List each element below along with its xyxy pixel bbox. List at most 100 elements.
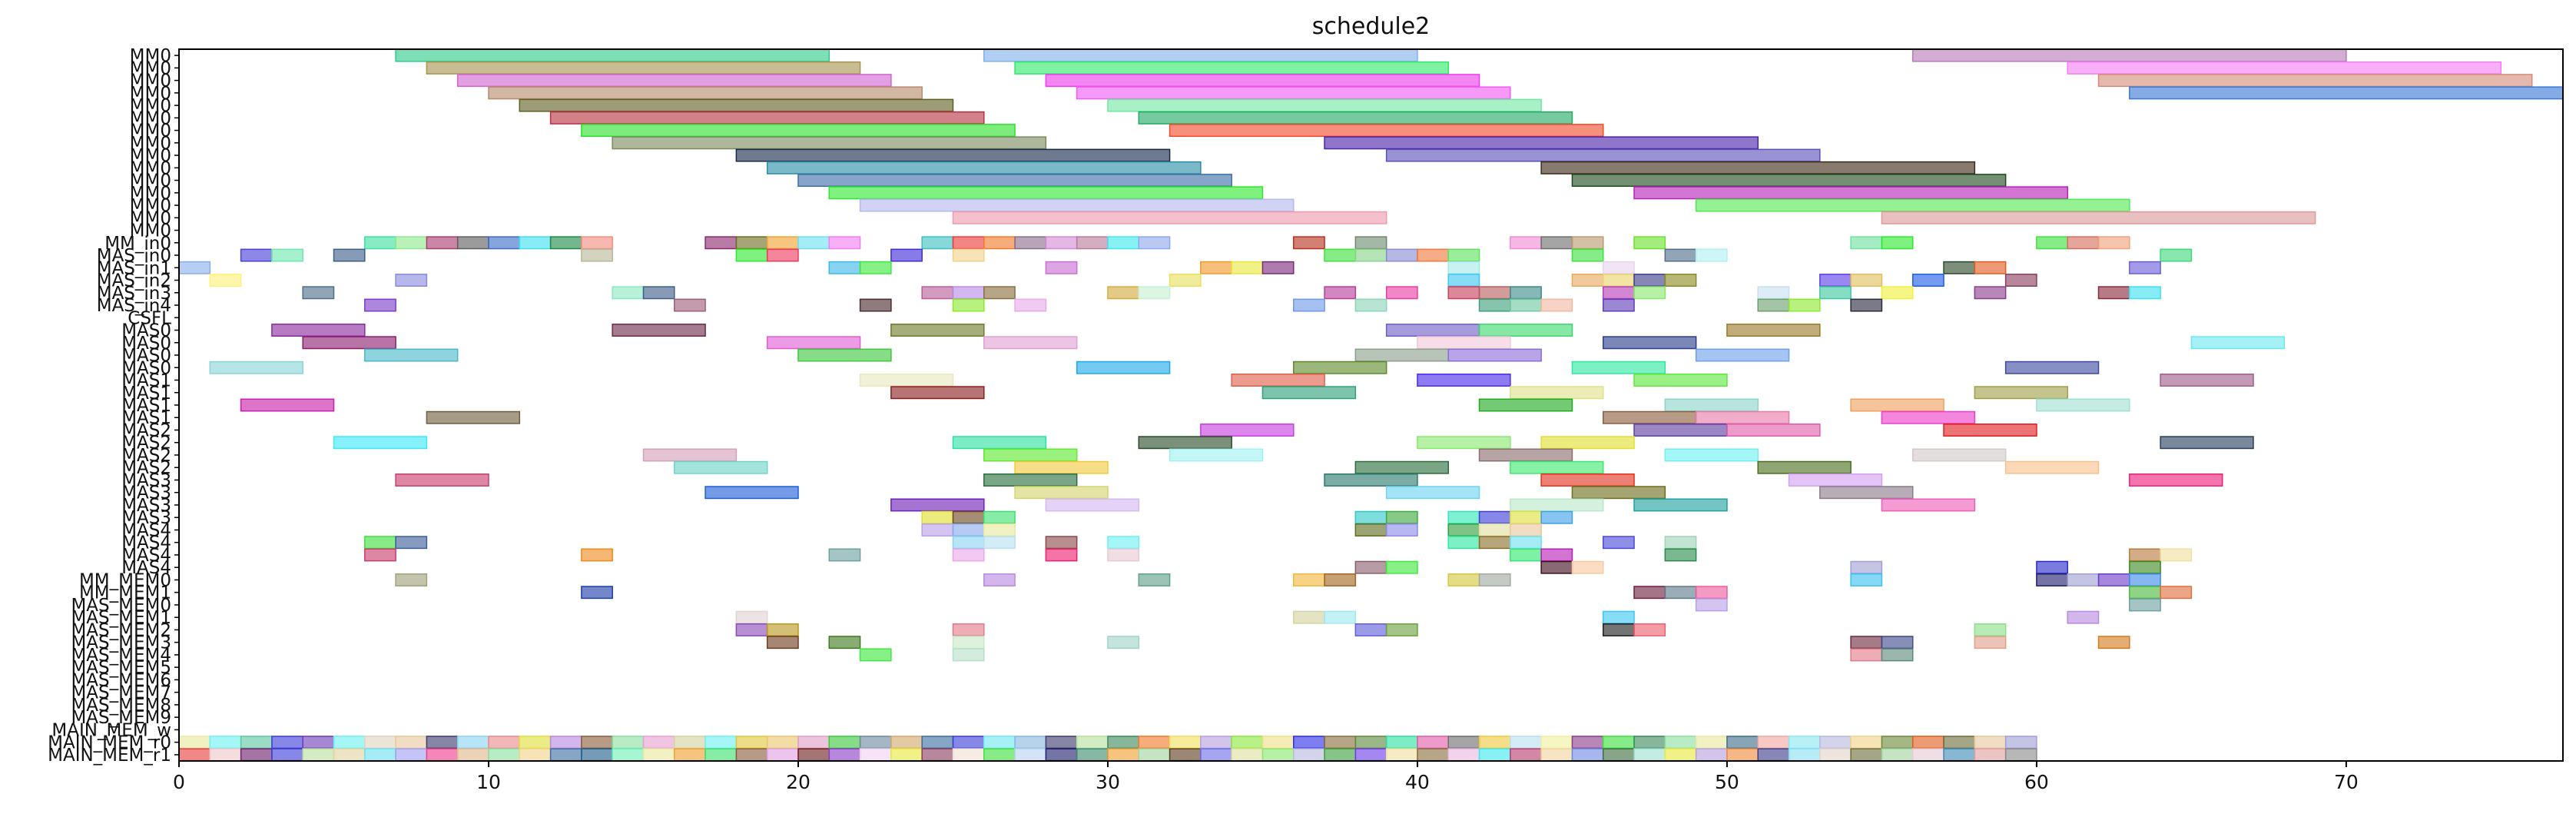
main-mem-r1-bar [1633, 748, 1666, 762]
x-tick-label: 40 [1405, 771, 1430, 793]
main-mem-r1-bar [1819, 748, 1852, 762]
schedule-bar [1354, 248, 1387, 262]
schedule-bar [1200, 261, 1232, 274]
schedule-bar [1881, 236, 1914, 250]
main-mem-r0-bar [797, 736, 830, 749]
schedule-bar [890, 324, 985, 337]
y-tick-label: MAS0 [121, 334, 171, 354]
schedule-bar [1014, 61, 1449, 75]
schedule-bar [395, 473, 489, 487]
y-tick-label: MAS_MEM1 [71, 608, 171, 628]
schedule-bar [1571, 360, 1666, 374]
y-tick-label: MAIN_MEM_r0 [48, 733, 171, 753]
schedule-bar [2036, 573, 2068, 586]
schedule-bar [983, 236, 1016, 250]
main-mem-r0-bar [1757, 736, 1790, 749]
schedule-bar [2160, 586, 2193, 600]
schedule-bar [2129, 560, 2161, 574]
schedule-bar [1602, 610, 1635, 624]
schedule-bar [1231, 374, 1325, 387]
schedule-bar [1447, 248, 1480, 262]
schedule-bar [519, 236, 552, 250]
main-mem-r0-bar [1447, 736, 1480, 749]
main-mem-r0-bar [333, 736, 366, 749]
main-mem-r1-bar [797, 748, 830, 762]
schedule-bar [1881, 648, 1914, 662]
y-tick-label: MM_MEM1 [79, 583, 171, 603]
schedule-bar [859, 261, 892, 274]
schedule-bar [488, 236, 521, 250]
schedule-bar [2129, 86, 2564, 100]
main-mem-r0-bar [456, 736, 489, 749]
schedule-bar [1540, 236, 1573, 250]
main-mem-r1-bar [1911, 748, 1944, 762]
schedule-bar [1540, 548, 1573, 562]
schedule-bar [1478, 398, 1573, 412]
schedule-bar [426, 410, 521, 424]
schedule-bar [1540, 473, 1635, 487]
schedule-bar [1478, 536, 1511, 550]
y-tick-label: MAS_MEM0 [71, 596, 171, 616]
schedule-bar [1602, 536, 1635, 550]
schedule-bar [890, 248, 923, 262]
schedule-bar [240, 398, 335, 412]
schedule-bar [1324, 136, 1759, 150]
y-tick-label: MAS_MEM4 [71, 646, 171, 666]
main-mem-r0-bar [1138, 736, 1171, 749]
y-tick-label: MAS_MEM7 [71, 683, 171, 703]
schedule-bar [1633, 424, 1728, 437]
schedule-bar [1169, 448, 1264, 462]
schedule-bar [1447, 348, 1542, 362]
schedule-bar [828, 186, 1264, 200]
schedule-bar [642, 286, 675, 300]
y-tick-label: MAS4 [121, 558, 171, 578]
main-mem-r1-bar [364, 748, 396, 762]
schedule-bar [705, 486, 799, 500]
schedule-bar [1510, 460, 1604, 474]
schedule-bar [1974, 636, 2007, 650]
main-mem-r1-bar [859, 748, 892, 762]
schedule-bar [1571, 236, 1604, 250]
y-tick-label: MAS1 [121, 396, 171, 416]
schedule-bar [1633, 623, 1666, 636]
y-tick-label: MAS2 [121, 446, 171, 466]
schedule-bar [1881, 498, 1976, 512]
schedule-bar [1510, 523, 1542, 537]
schedule-bar [983, 286, 1016, 300]
schedule-bar [983, 573, 1016, 586]
schedule-bar [271, 324, 366, 337]
schedule-bar [488, 86, 923, 100]
schedule-bar [859, 198, 1295, 212]
schedule-bar [1447, 536, 1480, 550]
schedule-bar [735, 610, 768, 624]
schedule-bar [302, 336, 396, 350]
schedule-bar [1850, 636, 1883, 650]
schedule-bar [1417, 436, 1511, 450]
schedule-bar [2129, 286, 2161, 300]
schedule-bar [1602, 274, 1635, 287]
main-mem-r1-bar [1850, 748, 1883, 762]
schedule-bar [1324, 473, 1418, 487]
schedule-bar [797, 174, 1232, 188]
schedule-bar [1478, 286, 1511, 300]
y-tick-label: MAS_in3 [97, 284, 171, 304]
main-mem-r1-bar [240, 748, 273, 762]
schedule-bar [364, 236, 396, 250]
main-mem-r1-bar [1447, 748, 1480, 762]
main-mem-r1-bar [735, 748, 768, 762]
schedule-bar [766, 623, 799, 636]
schedule-bar [1540, 510, 1573, 524]
main-mem-r1-bar [456, 748, 489, 762]
schedule-bar [1850, 298, 1883, 312]
x-axis-ticks: 0 10 20 30 40 50 60 70 [173, 761, 2359, 793]
schedule-bar [1510, 386, 1604, 400]
y-tick-label: MAS2 [121, 458, 171, 478]
y-tick-label: MM0 [130, 71, 171, 91]
main-mem-r0-bar [1324, 736, 1357, 749]
main-mem-r1-bar [1881, 748, 1914, 762]
schedule-bar [1571, 486, 1666, 500]
main-mem-r0-bar [642, 736, 675, 749]
schedule-bar [1695, 586, 1728, 600]
schedule-bar [364, 298, 396, 312]
schedule-bar [1385, 248, 1418, 262]
